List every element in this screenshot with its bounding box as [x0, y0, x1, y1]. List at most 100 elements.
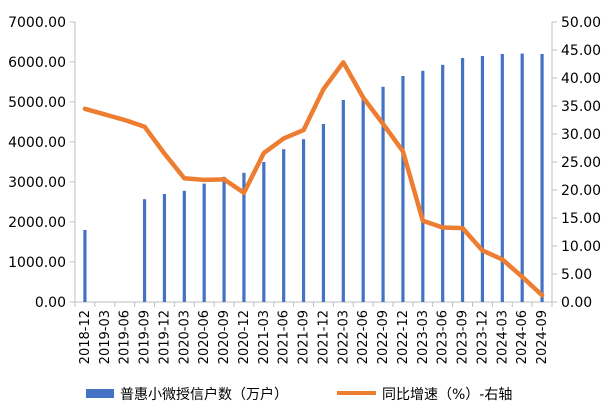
bar [301, 139, 306, 302]
x-tick-label: 2023-06 [436, 310, 451, 364]
bar [262, 162, 266, 302]
line-point [501, 258, 503, 261]
line-point [342, 61, 344, 63]
line-point [104, 113, 106, 115]
x-axis-ticks: 2018-12 2019-03 2019-06 2019-09 2019-12 2020-… [74, 302, 553, 364]
bar [401, 76, 405, 302]
right-tick-label: 25.00 [561, 155, 601, 171]
bar [381, 86, 385, 302]
legend-label-bars: 普惠小微授信户数（万户） [120, 386, 288, 403]
left-tick-label: 5000.00 [8, 95, 66, 111]
x-tick-label: 2021-06 [277, 310, 292, 364]
x-tick-label: 2021-09 [297, 310, 312, 364]
line-point [481, 249, 484, 252]
legend-swatch-bars [86, 389, 114, 398]
x-tick-label: 2020-12 [237, 310, 252, 364]
bar [321, 124, 326, 302]
bar [182, 190, 186, 302]
x-tick-label: 2022-12 [396, 310, 411, 364]
legend: 普惠小微授信户数（万户） 同比增速（%）-右轴 [86, 386, 512, 403]
bar [361, 96, 365, 302]
line-point [163, 153, 166, 155]
left-tick-label: 1000.00 [8, 255, 66, 271]
bar [421, 70, 425, 302]
line-point [243, 192, 245, 194]
line-point [422, 220, 424, 222]
line-point [541, 294, 543, 296]
right-tick-label: 0.00 [561, 295, 592, 311]
x-tick-label: 2024-06 [515, 310, 530, 364]
x-tick-label: 2024-03 [495, 310, 510, 364]
right-tick-label: 5.00 [561, 267, 592, 283]
line-point [84, 108, 86, 110]
right-tick-label: 50.00 [561, 15, 601, 31]
x-tick-label: 2022-09 [376, 310, 391, 364]
line-point [362, 97, 364, 99]
line-point [124, 119, 126, 121]
x-tick-label: 2022-06 [356, 310, 371, 364]
line-point [143, 126, 146, 128]
bar [282, 149, 286, 302]
line-point [283, 137, 285, 140]
line-series [82, 60, 545, 298]
left-tick-label: 7000.00 [8, 15, 66, 31]
left-tick-label: 2000.00 [8, 215, 66, 231]
x-tick-label: 2023-09 [456, 310, 471, 364]
line-point [402, 150, 404, 152]
bar [520, 53, 524, 302]
left-tick-label: 0.00 [35, 295, 66, 311]
legend-label-line: 同比增速（%）-右轴 [382, 387, 512, 403]
x-tick-label: 2024-09 [535, 310, 550, 364]
line-point [382, 123, 384, 125]
right-tick-label: 45.00 [561, 43, 601, 59]
line-point [461, 227, 464, 229]
x-tick-label: 2023-03 [416, 310, 431, 364]
bar [341, 100, 345, 302]
bar [540, 54, 544, 302]
bar-series [83, 53, 544, 302]
line-point [322, 88, 325, 90]
bar [222, 176, 226, 302]
line-point [263, 152, 265, 154]
x-tick-label: 2020-09 [217, 310, 232, 364]
x-tick-label: 2023-12 [475, 310, 490, 364]
x-tick-label: 2018-12 [78, 310, 93, 364]
line-point [302, 129, 305, 131]
x-tick-label: 2019-12 [157, 310, 172, 364]
x-tick-label: 2020-03 [177, 310, 192, 364]
bar [441, 64, 445, 302]
right-tick-label: 15.00 [561, 211, 601, 227]
axes [74, 22, 553, 303]
x-tick-label: 2020-06 [197, 310, 212, 364]
line-point [183, 177, 185, 179]
right-tick-label: 20.00 [561, 183, 601, 199]
right-tick-label: 10.00 [561, 239, 601, 255]
left-tick-label: 6000.00 [8, 55, 66, 71]
x-tick-label: 2019-09 [138, 310, 153, 364]
bar [202, 183, 206, 302]
left-tick-label: 4000.00 [8, 135, 66, 151]
line-point [521, 276, 523, 278]
bar [500, 54, 504, 302]
bar [83, 230, 87, 302]
line-point [442, 226, 444, 229]
right-axis-ticks: 0.00 5.00 10.00 15.00 20.00 25.00 30.00 35.00 40… [552, 15, 601, 311]
bar [162, 194, 167, 302]
left-axis-ticks: 0.00 1000.00 2000.00 3000.00 4000.00 5000.00 6… [8, 15, 75, 311]
line-point [203, 179, 205, 181]
right-tick-label: 35.00 [561, 99, 601, 115]
right-tick-label: 30.00 [561, 127, 601, 143]
x-tick-label: 2021-03 [257, 310, 272, 364]
bar [460, 58, 465, 302]
x-tick-label: 2019-03 [98, 310, 113, 364]
x-tick-label: 2021-12 [316, 310, 331, 364]
x-tick-label: 2019-06 [118, 310, 133, 364]
x-tick-label: 2022-03 [336, 310, 351, 364]
bar [480, 56, 485, 302]
bar [142, 199, 147, 302]
line-point [223, 178, 225, 180]
left-tick-label: 3000.00 [8, 175, 66, 191]
right-tick-label: 40.00 [561, 71, 601, 87]
bar [242, 172, 246, 302]
